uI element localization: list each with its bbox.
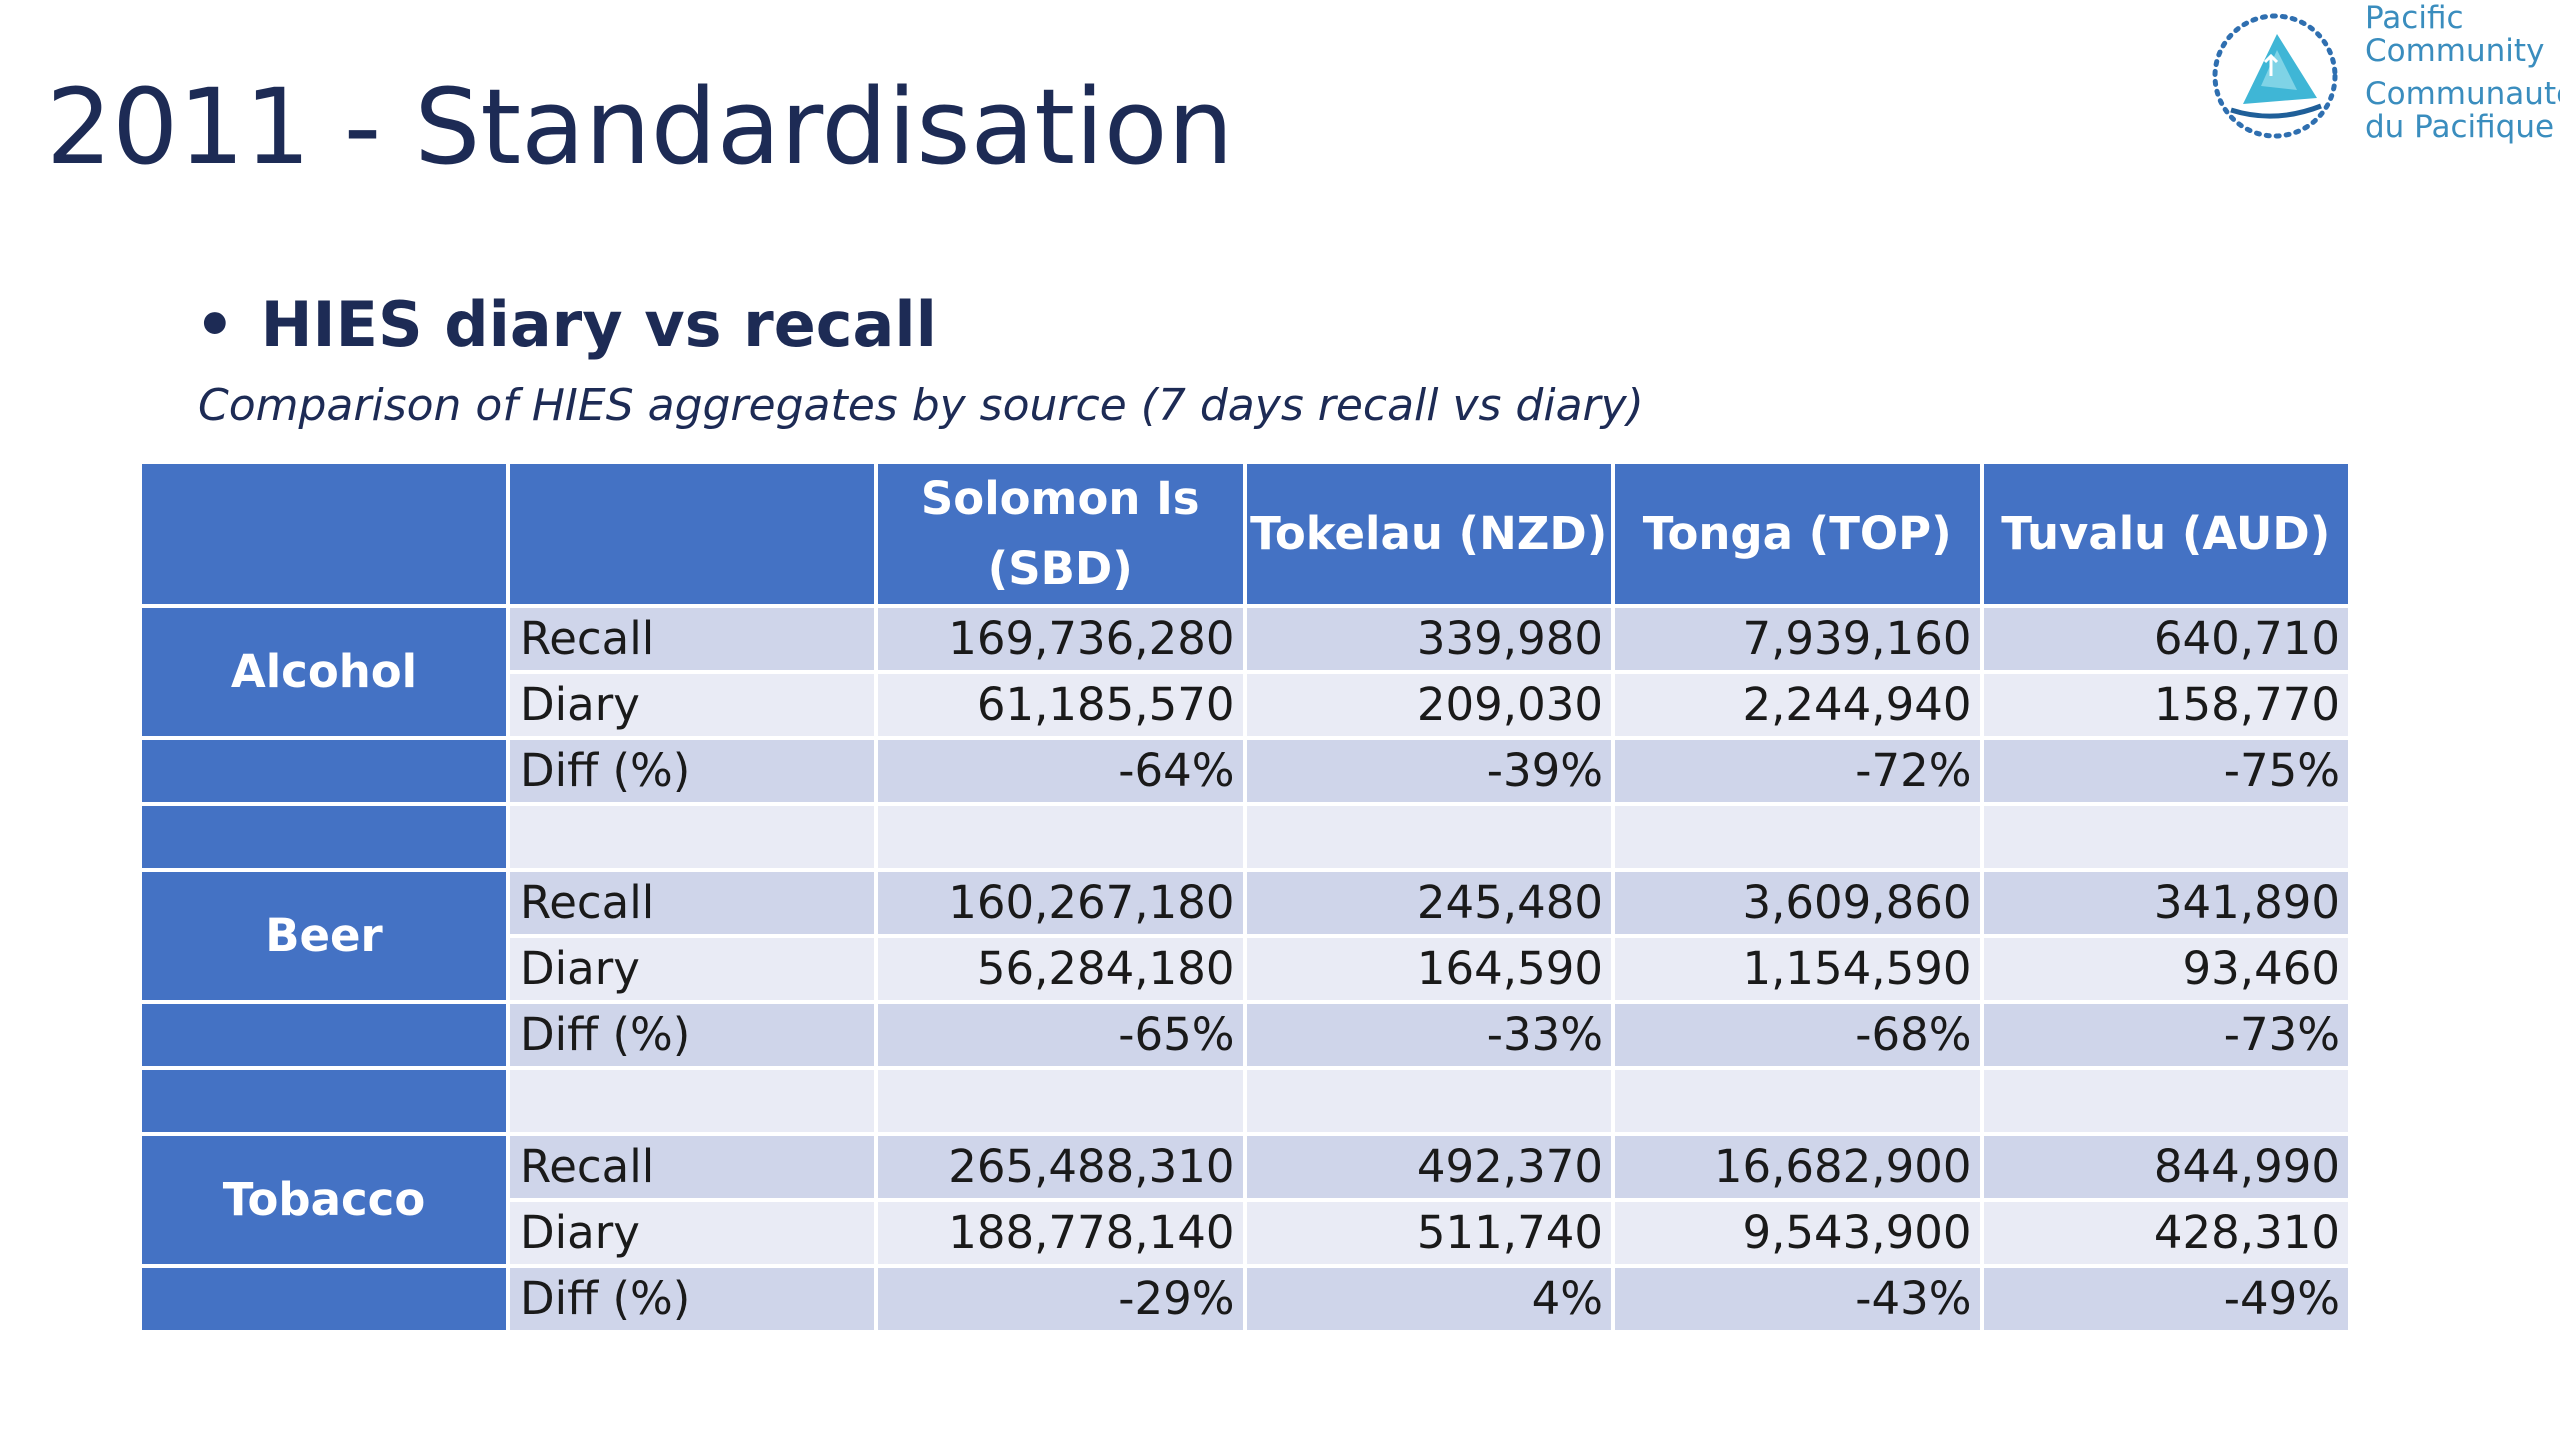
header-cell-solomon: Solomon Is (SBD) bbox=[874, 460, 1247, 608]
pacific-community-logo-icon bbox=[2212, 13, 2338, 139]
value-cell: -39% bbox=[1242, 736, 1615, 806]
row-label: Recall bbox=[506, 604, 878, 674]
category-cell-empty bbox=[138, 1066, 510, 1136]
table-row: Diff (%) -64% -39% -72% -75% bbox=[138, 736, 2352, 806]
value-cell: -75% bbox=[1979, 736, 2352, 806]
empty-cell bbox=[1242, 1066, 1615, 1136]
value-cell: 209,030 bbox=[1242, 670, 1615, 740]
header-cell-category bbox=[138, 460, 510, 608]
comparison-table: Solomon Is (SBD) Tokelau (NZD) Tonga (TO… bbox=[138, 460, 2352, 1334]
value-cell: -73% bbox=[1979, 1000, 2352, 1070]
empty-cell bbox=[1611, 1066, 1984, 1136]
value-cell: 9,543,900 bbox=[1611, 1198, 1984, 1268]
row-label: Diff (%) bbox=[506, 1264, 878, 1334]
value-cell: 16,682,900 bbox=[1611, 1132, 1984, 1202]
header-cell-tonga: Tonga (TOP) bbox=[1611, 460, 1984, 608]
value-cell: 164,590 bbox=[1242, 934, 1615, 1004]
header-cell-measure bbox=[506, 460, 878, 608]
value-cell: 93,460 bbox=[1979, 934, 2352, 1004]
value-cell: 56,284,180 bbox=[874, 934, 1247, 1004]
logo-line-3: Communauté bbox=[2365, 76, 2560, 112]
value-cell: 158,770 bbox=[1979, 670, 2352, 740]
value-cell: 61,185,570 bbox=[874, 670, 1247, 740]
row-label: Diary bbox=[506, 934, 878, 1004]
value-cell: -49% bbox=[1979, 1264, 2352, 1334]
logo-line-2: Community bbox=[2365, 33, 2545, 69]
empty-cell bbox=[506, 1066, 878, 1136]
empty-cell bbox=[1611, 802, 1984, 872]
value-cell: 188,778,140 bbox=[874, 1198, 1247, 1268]
value-cell: -72% bbox=[1611, 736, 1984, 806]
logo-text: Pacific Community Communauté du Pacifiqu… bbox=[2365, 2, 2560, 144]
bullet-heading: • HIES diary vs recall bbox=[195, 288, 937, 362]
value-cell: 844,990 bbox=[1979, 1132, 2352, 1202]
table-row: Tobacco Recall 265,488,310 492,370 16,68… bbox=[138, 1132, 2352, 1268]
value-cell: 169,736,280 bbox=[874, 604, 1247, 674]
value-cell: -33% bbox=[1242, 1000, 1615, 1070]
value-cell: 428,310 bbox=[1979, 1198, 2352, 1268]
row-label: Recall bbox=[506, 868, 878, 938]
table-row: Diary 56,284,180 164,590 1,154,590 93,46… bbox=[140, 934, 2352, 1004]
value-cell: -68% bbox=[1611, 1000, 1984, 1070]
table-row: Diary 188,778,140 511,740 9,543,900 428,… bbox=[140, 1198, 2352, 1268]
pacific-community-logo: Pacific Community Communauté du Pacifiqu… bbox=[2205, 2, 2560, 157]
row-label: Recall bbox=[506, 1132, 878, 1202]
table-caption: Comparison of HIES aggregates by source … bbox=[198, 380, 1644, 431]
value-cell: 341,890 bbox=[1979, 868, 2352, 938]
value-cell: 2,244,940 bbox=[1611, 670, 1984, 740]
category-cell-alcohol: Alcohol bbox=[138, 604, 510, 740]
value-cell: 245,480 bbox=[1242, 868, 1615, 938]
row-label: Diff (%) bbox=[506, 1000, 878, 1070]
value-cell: -29% bbox=[874, 1264, 1247, 1334]
value-cell: 640,710 bbox=[1979, 604, 2352, 674]
table-row: Beer Recall 160,267,180 245,480 3,609,86… bbox=[138, 868, 2352, 1004]
row-label: Diff (%) bbox=[506, 736, 878, 806]
category-cell-empty bbox=[138, 736, 510, 806]
value-cell: 339,980 bbox=[1242, 604, 1615, 674]
category-cell-beer: Beer bbox=[138, 868, 510, 1004]
table-row: Diary 61,185,570 209,030 2,244,940 158,7… bbox=[140, 670, 2352, 740]
spacer-row bbox=[138, 802, 2352, 872]
value-cell: 1,154,590 bbox=[1611, 934, 1984, 1004]
logo-line-4: du Pacifique bbox=[2365, 109, 2555, 145]
category-cell-empty bbox=[138, 802, 510, 872]
value-cell: 3,609,860 bbox=[1611, 868, 1984, 938]
empty-cell bbox=[1242, 802, 1615, 872]
slide-title: 2011 - Standardisation bbox=[46, 66, 1234, 188]
value-cell: 160,267,180 bbox=[874, 868, 1247, 938]
row-label: Diary bbox=[506, 1198, 878, 1268]
heading-text: HIES diary vs recall bbox=[260, 288, 937, 361]
bullet-point: • bbox=[195, 288, 235, 361]
logo-line-1: Pacific bbox=[2365, 0, 2464, 36]
header-cell-tuvalu: Tuvalu (AUD) bbox=[1979, 460, 2352, 608]
empty-cell bbox=[1979, 802, 2352, 872]
value-cell: 7,939,160 bbox=[1611, 604, 1984, 674]
value-cell: -65% bbox=[874, 1000, 1247, 1070]
empty-cell bbox=[1979, 1066, 2352, 1136]
value-cell: -64% bbox=[874, 736, 1247, 806]
empty-cell bbox=[874, 802, 1247, 872]
category-cell-empty bbox=[138, 1264, 510, 1334]
value-cell: 511,740 bbox=[1242, 1198, 1615, 1268]
value-cell: -43% bbox=[1611, 1264, 1984, 1334]
value-cell: 4% bbox=[1242, 1264, 1615, 1334]
empty-cell bbox=[506, 802, 878, 872]
table-row: Diff (%) -29% 4% -43% -49% bbox=[138, 1264, 2352, 1334]
table-row: Diff (%) -65% -33% -68% -73% bbox=[138, 1000, 2352, 1070]
header-cell-tokelau: Tokelau (NZD) bbox=[1242, 460, 1615, 608]
spacer-row bbox=[138, 1066, 2352, 1136]
row-label: Diary bbox=[506, 670, 878, 740]
empty-cell bbox=[874, 1066, 1247, 1136]
table-row: Alcohol Recall 169,736,280 339,980 7,939… bbox=[138, 604, 2352, 740]
value-cell: 265,488,310 bbox=[874, 1132, 1247, 1202]
category-cell-empty bbox=[138, 1000, 510, 1070]
value-cell: 492,370 bbox=[1242, 1132, 1615, 1202]
table-header-row: Solomon Is (SBD) Tokelau (NZD) Tonga (TO… bbox=[138, 460, 2352, 608]
category-cell-tobacco: Tobacco bbox=[138, 1132, 510, 1268]
